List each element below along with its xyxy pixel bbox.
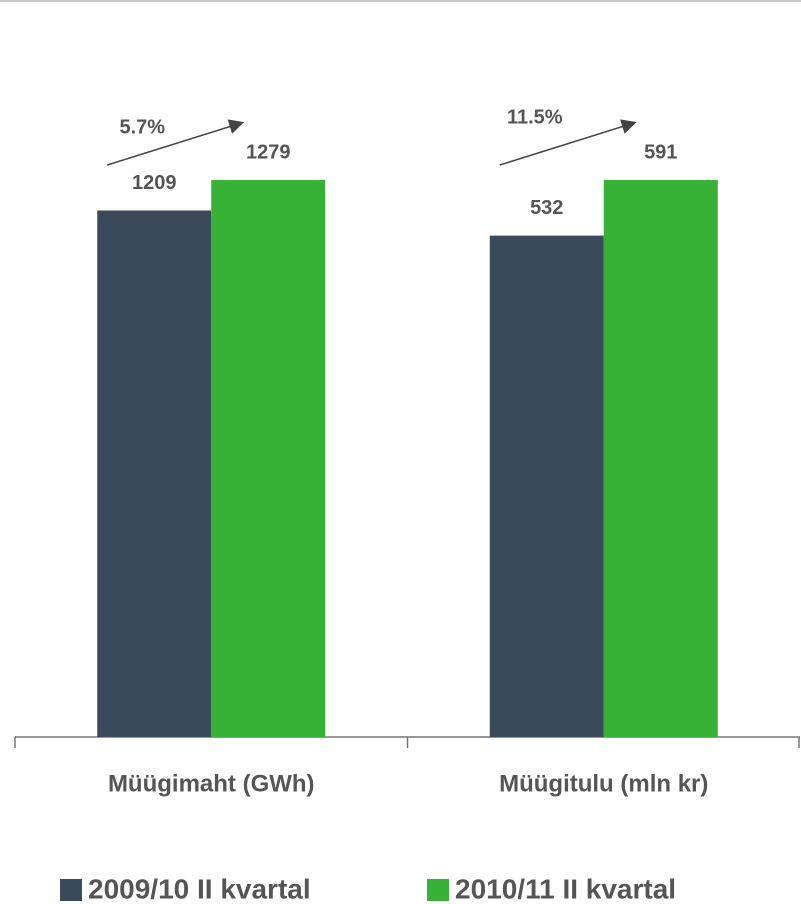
x-tick-label: Müügimaht (GWh): [108, 770, 315, 797]
legend-label: 2010/11 II kvartal: [455, 873, 676, 904]
value-label: 1209: [132, 172, 177, 194]
growth-label: 5.7%: [119, 116, 165, 138]
growth-arrow: [107, 119, 245, 166]
growth-label: 11.5%: [507, 106, 563, 128]
growth-arrow: [499, 119, 637, 166]
x-tick-label: Müügitulu (mln kr): [499, 770, 708, 797]
legend-swatch: [60, 879, 82, 901]
bar: [211, 180, 326, 737]
bar: [97, 210, 212, 738]
value-label: 532: [530, 197, 563, 219]
legend-label: 2009/10 II kvartal: [88, 873, 311, 904]
value-label: 1279: [246, 141, 291, 163]
legend-swatch: [427, 879, 449, 901]
bar: [489, 235, 604, 737]
value-label: 591: [644, 141, 677, 163]
bar: [603, 180, 718, 737]
